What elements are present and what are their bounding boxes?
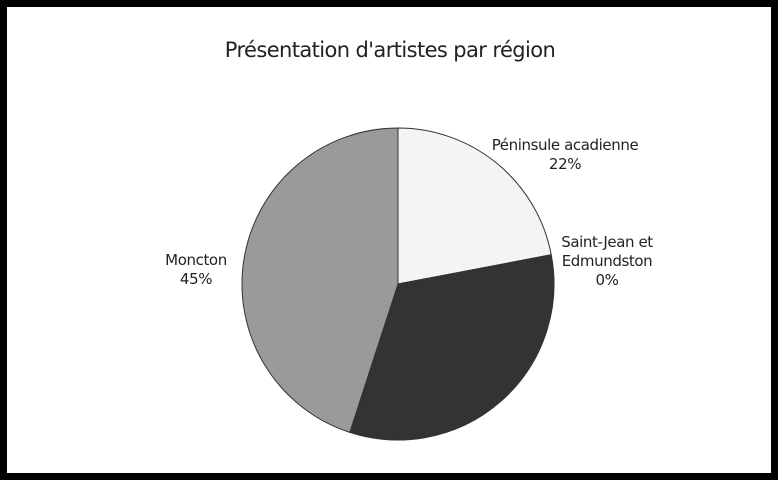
slice-name-label: Moncton [165,251,227,269]
chart-title: Présentation d'artistes par région [224,38,556,62]
slice-percent-label: 22% [549,155,581,173]
slice-name-label: Péninsule acadienne [492,136,639,154]
slice-name-label: Edmundston [562,252,653,270]
slice-name-label: Saint-Jean et [561,233,653,251]
pie-slice-moncton [241,127,399,433]
pie-slice-saint-jean-et-edmundston [349,254,555,441]
slice-percent-label: 0% [596,271,619,289]
slice-percent-label: 45% [180,270,212,288]
chart-frame: Présentation d'artistes par région Pénin… [6,6,772,474]
pie-slice-p-ninsule-acadienne [397,127,552,285]
